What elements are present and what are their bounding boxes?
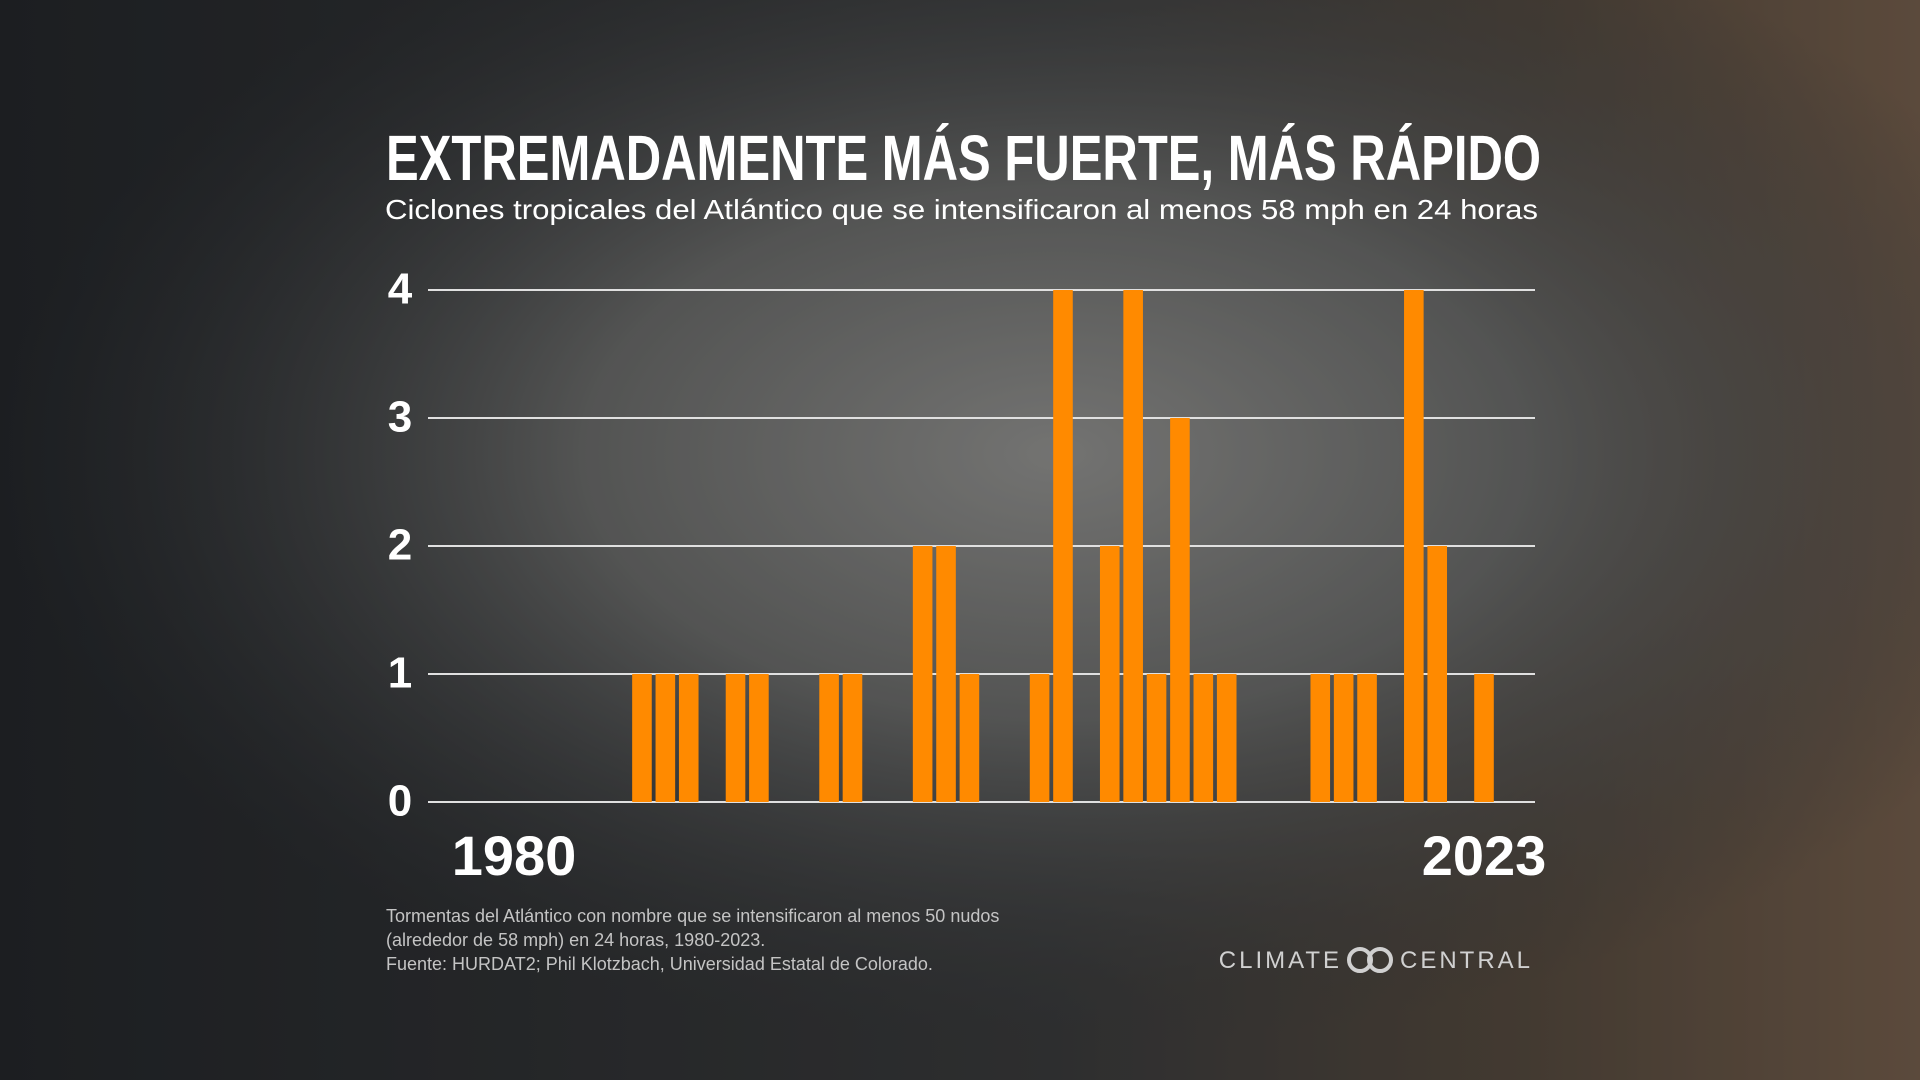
- bar: [936, 546, 956, 802]
- bar: [1170, 418, 1190, 802]
- chart-title: EXTREMADAMENTE MÁS FUERTE, MÁS RÁPIDO: [386, 122, 1541, 194]
- brand-right: CENTRAL: [1400, 947, 1533, 974]
- bar: [1357, 674, 1377, 802]
- x-tick-label: 2023: [1422, 824, 1547, 887]
- bar: [1029, 674, 1050, 802]
- y-tick-label: 3: [388, 393, 412, 442]
- chart-subtitle: Ciclones tropicales del Atlántico que se…: [385, 194, 1538, 225]
- bar: [1404, 290, 1424, 802]
- y-tick-label: 2: [388, 521, 412, 570]
- footnote: Fuente: HURDAT2; Phil Klotzbach, Univers…: [386, 954, 933, 974]
- bar: [819, 674, 839, 802]
- y-tick-label: 1: [388, 649, 412, 698]
- bar: [1099, 546, 1120, 802]
- bar: [655, 674, 676, 802]
- bar: [1193, 674, 1214, 802]
- bar: [1123, 290, 1143, 802]
- brand-left: CLIMATE: [1219, 947, 1342, 974]
- bar: [749, 674, 769, 802]
- bar: [1474, 674, 1494, 802]
- bar: [632, 674, 652, 802]
- x-tick-label: 1980: [452, 824, 577, 887]
- bar: [959, 674, 980, 802]
- bar: [912, 546, 933, 802]
- logo-ring: [1367, 947, 1393, 973]
- bar: [1333, 674, 1354, 802]
- bar: [1146, 674, 1167, 802]
- footnote: (alrededor de 58 mph) en 24 horas, 1980-…: [386, 930, 765, 950]
- bar: [1427, 546, 1448, 802]
- footnote: Tormentas del Atlántico con nombre que s…: [386, 906, 999, 926]
- bar: [1216, 674, 1237, 802]
- y-tick-label: 4: [388, 265, 413, 314]
- brand-logo: [1347, 947, 1393, 973]
- bar: [678, 674, 699, 802]
- y-tick-label: 0: [388, 777, 412, 826]
- bar: [1053, 290, 1073, 802]
- bar: [842, 674, 863, 802]
- bar: [1310, 674, 1331, 802]
- bar: [725, 674, 746, 802]
- plot-area: 0 1 2 3 4 1980 2023: [388, 265, 1547, 887]
